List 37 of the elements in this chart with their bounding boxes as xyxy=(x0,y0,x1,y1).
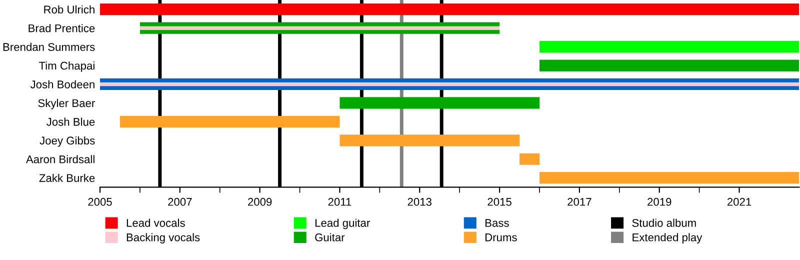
y-tick-label: Joey Gibbs xyxy=(40,136,95,147)
x-tick-label: 2019 xyxy=(648,198,672,206)
bar xyxy=(340,134,520,146)
y-tick-label: Skyler Baer xyxy=(38,98,95,110)
legend-label: Backing vocals xyxy=(126,233,200,244)
x-tick-label: 2007 xyxy=(168,198,192,206)
legend-label: Studio album xyxy=(632,218,696,227)
x-tick-label: 2009 xyxy=(248,198,272,206)
bar xyxy=(140,26,500,30)
legend-label: Lead guitar xyxy=(315,218,370,230)
x-tick-label: 2017 xyxy=(568,198,592,206)
legend-label: Bass xyxy=(486,219,509,227)
x-tick-label: 2005 xyxy=(88,198,112,206)
y-tick-label: Josh Blue xyxy=(46,118,95,126)
bar xyxy=(539,40,800,53)
y-tick-label: Rob Ulrich xyxy=(44,5,94,14)
bar xyxy=(100,82,800,86)
bar xyxy=(539,172,800,184)
legend-label: Lead vocals xyxy=(126,218,185,227)
bar xyxy=(340,97,540,109)
legend-label: Guitar xyxy=(315,233,345,242)
x-tick-label: 2013 xyxy=(408,198,432,206)
y-tick-label: Josh Bodeen xyxy=(30,80,94,88)
bar xyxy=(120,116,340,128)
x-tick-label: 2011 xyxy=(328,198,352,206)
y-tick-label: Aaron Birdsall xyxy=(26,155,94,164)
y-tick-label: Brad Prentice xyxy=(28,24,95,32)
bar xyxy=(100,4,800,16)
y-tick-label: Tim Chapai xyxy=(39,61,94,72)
y-tick-label: Zakk Burke xyxy=(39,174,95,182)
x-tick-label: 2015 xyxy=(488,198,512,206)
y-tick-label: Brendan Summers xyxy=(3,42,95,51)
legend-label: Extended play xyxy=(632,233,702,244)
legend-label: Drums xyxy=(486,234,517,242)
bar xyxy=(539,60,800,72)
x-tick-label: 2021 xyxy=(727,198,752,206)
bar xyxy=(520,153,540,165)
